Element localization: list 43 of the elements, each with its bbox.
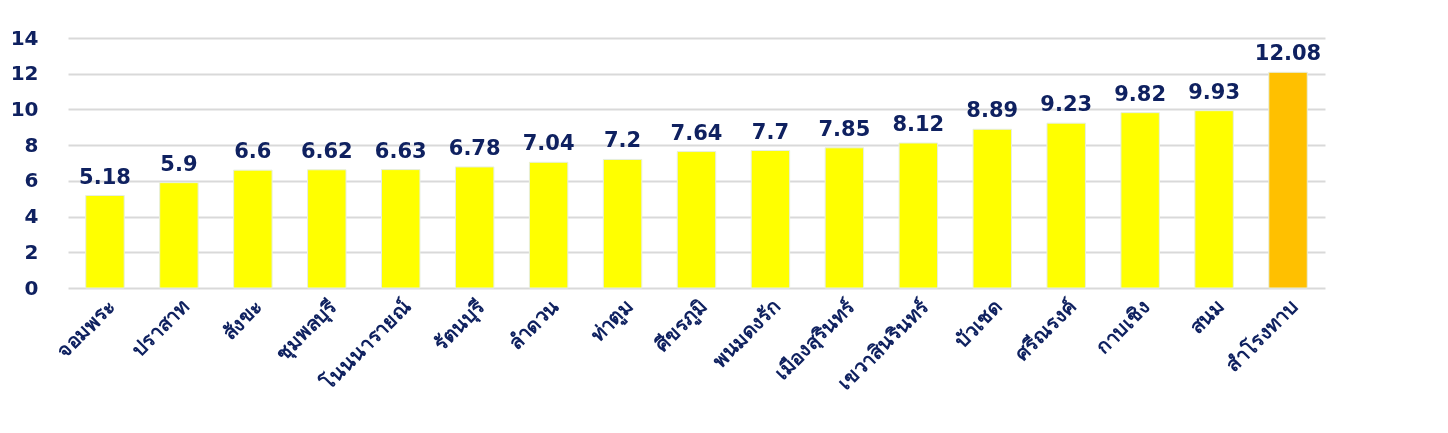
bar — [676, 151, 717, 289]
bar — [233, 169, 273, 289]
y-tick-label: 4 — [24, 204, 39, 229]
y-tick-label: 0 — [24, 275, 39, 300]
bar — [1268, 71, 1308, 289]
data-label: 9.93 — [1188, 79, 1240, 104]
data-label: 7.04 — [522, 131, 575, 156]
data-label: 7.7 — [751, 119, 790, 144]
bar — [1194, 110, 1234, 289]
bar — [1046, 122, 1086, 289]
data-label: 8.89 — [966, 98, 1019, 123]
bar — [159, 182, 199, 289]
y-tick-label: 2 — [24, 239, 39, 264]
data-label: 7.85 — [818, 116, 871, 141]
data-label: 12.08 — [1254, 41, 1322, 66]
data-label: 7.64 — [670, 120, 723, 145]
data-label: 9.82 — [1114, 81, 1167, 106]
data-label: 9.23 — [1040, 92, 1093, 117]
y-tick-label: 10 — [10, 96, 39, 121]
bar — [528, 161, 569, 289]
x-tick-label: สนม — [1184, 294, 1229, 339]
bar — [750, 150, 791, 289]
bar — [381, 169, 421, 289]
bar — [898, 142, 939, 289]
data-label: 6.62 — [300, 138, 353, 163]
data-label: 5.9 — [160, 151, 198, 176]
data-label: 8.12 — [892, 112, 945, 136]
bar — [972, 128, 1012, 289]
bar — [602, 158, 643, 289]
data-label: 5.18 — [79, 164, 131, 189]
bar — [307, 169, 347, 289]
y-tick-label: 6 — [24, 168, 39, 193]
bar — [85, 195, 125, 289]
bar — [824, 147, 865, 289]
y-tick-label: 14 — [10, 25, 39, 50]
data-label: 7.2 — [603, 128, 642, 153]
data-label: 6.6 — [234, 139, 272, 164]
y-tick-label: 8 — [24, 132, 39, 157]
bar — [1120, 112, 1160, 289]
data-label: 6.63 — [374, 138, 427, 163]
data-label: 6.78 — [448, 135, 501, 160]
y-tick-label: 12 — [10, 61, 39, 86]
bar — [454, 166, 495, 289]
